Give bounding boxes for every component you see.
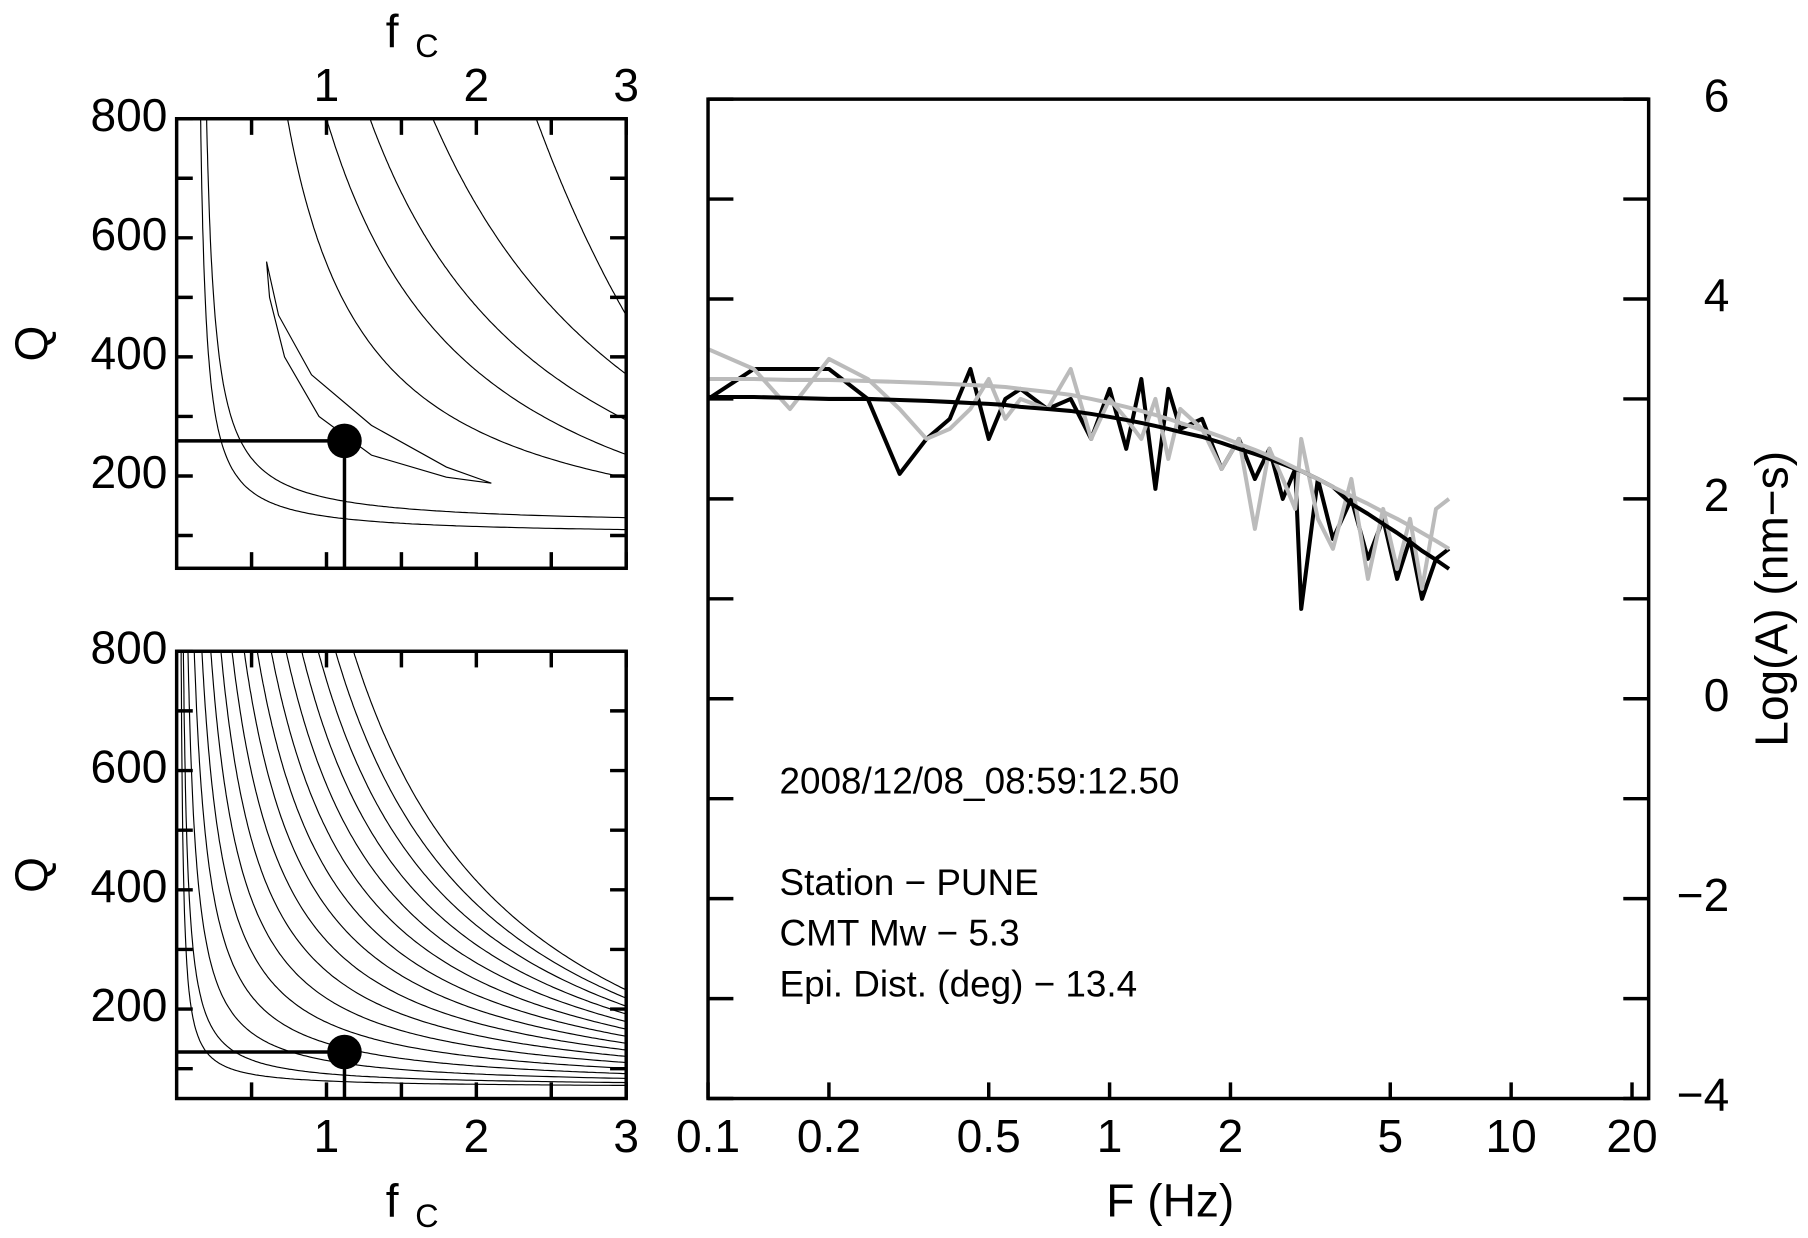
y-tick-label: −4 [1677,1069,1730,1121]
contour-line [317,651,627,1007]
x-axis-label-sub: C [415,28,438,64]
annotation: 2008/12/08_08:59:12.50 [780,761,1180,802]
y-axis-label: Log(A) (nm−s) [1746,451,1798,747]
x-axis-label: f [386,5,399,57]
contour-line [325,118,627,456]
y-tick-label: 200 [91,446,168,498]
contour-line [193,651,627,1075]
x-tick-label: 5 [1377,1110,1403,1162]
contour-line [285,651,627,1023]
x-axis-label-sub: C [415,1198,438,1234]
contour-line [301,651,627,1015]
contour-line [432,118,627,375]
y-tick-label: 400 [91,327,168,379]
contour-line [286,118,627,479]
x-tick-label: 3 [613,1110,639,1162]
y-tick-label: 800 [91,621,168,673]
x-tick-label: 0.5 [957,1110,1021,1162]
y-tick-label: 2 [1704,469,1730,521]
y-tick-label: 200 [91,979,168,1031]
contour-line [200,118,627,531]
contour-line [270,651,627,1030]
contour-line [352,651,627,991]
contour-line [182,651,627,1084]
annotation: CMT Mw − 5.3 [780,913,1020,954]
series-line [708,394,1451,571]
y-tick-label: 600 [91,741,168,793]
contour-line [187,651,627,1080]
contour-line [243,651,627,1044]
annotation: Epi. Dist. (deg) − 13.4 [780,963,1138,1004]
y-tick-label: 4 [1704,269,1730,321]
x-tick-label: 1 [314,59,340,111]
x-tick-label: 2 [464,59,490,111]
y-tick-label: 6 [1704,69,1730,121]
y-tick-label: 400 [91,860,168,912]
y-tick-label: 0 [1704,669,1730,721]
x-axis-label: F (Hz) [1106,1175,1234,1227]
x-tick-label: 3 [613,59,639,111]
contours [200,118,627,531]
contour-line [180,651,627,1086]
x-tick-label: 2 [464,1110,490,1162]
x-tick-label: 0.2 [797,1110,861,1162]
y-tick-label: 800 [91,89,168,141]
x-axis-label: f [386,1175,399,1227]
x-tick-label: 0.1 [676,1110,740,1162]
contour-line [206,118,627,519]
series-line [708,376,1451,551]
contours [180,651,627,1086]
contour-loop [265,261,492,484]
plot-frame [174,116,628,571]
contour-line [201,651,627,1069]
annotation: Station − PUNE [780,862,1039,903]
contour-line [231,651,627,1051]
x-tick-label: 1 [1097,1110,1123,1162]
contour-line [535,118,627,316]
y-axis-label: Q [5,326,57,362]
contour-line [369,118,627,421]
contour-line [256,651,627,1037]
series-group [708,347,1451,611]
y-axis-label: Q [5,857,57,893]
x-tick-label: 2 [1218,1110,1244,1162]
y-tick-label: −2 [1677,869,1730,921]
x-tick-label: 20 [1606,1110,1657,1162]
best-fit-point [327,423,362,459]
x-tick-label: 10 [1486,1110,1537,1162]
contour-line [334,651,627,999]
y-tick-label: 600 [91,208,168,260]
contour-line [220,651,627,1058]
contour-line [210,651,627,1064]
series-line [708,347,1451,591]
best-fit-point [327,1034,362,1070]
x-tick-label: 1 [314,1110,340,1162]
